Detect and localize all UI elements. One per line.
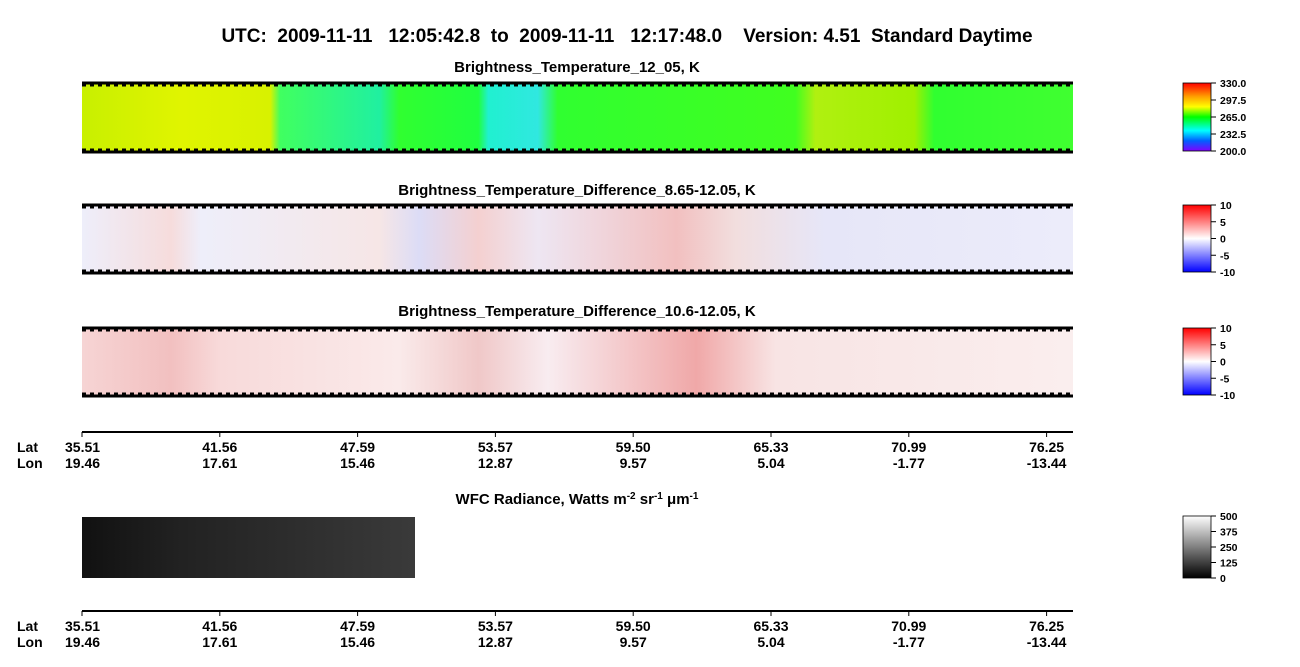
colorbar [1182, 327, 1212, 396]
lat-value: 76.25 [1029, 618, 1064, 634]
lon-value: 9.57 [620, 455, 647, 471]
colorbar [1182, 515, 1212, 579]
colorbar-label: 232.5 [1220, 129, 1246, 141]
lat-label: Lat [17, 439, 38, 455]
lat-value: 59.50 [616, 439, 651, 455]
colorbar-label: -5 [1220, 373, 1229, 385]
lat-value: 35.51 [65, 618, 100, 634]
lat-value: 41.56 [202, 439, 237, 455]
colorbar-label: -10 [1220, 267, 1235, 279]
lon-value: 12.87 [478, 634, 513, 650]
title-part: -2 [627, 491, 636, 502]
colorbar-label: -5 [1220, 250, 1229, 262]
figure-title: UTC: 2009-11-11 12:05:42.8 to 2009-11-11… [221, 26, 1032, 47]
colorbar-label: 0 [1220, 573, 1226, 585]
image-swath [82, 517, 415, 578]
lat-value: 70.99 [891, 439, 926, 455]
colorbar-label: 200.0 [1220, 146, 1246, 158]
colorbar-label: 330.0 [1220, 78, 1246, 90]
lon-value: 15.46 [340, 634, 375, 650]
lon-value: -1.77 [893, 634, 925, 650]
title-part: -1 [690, 491, 699, 502]
colorbar-label: 125 [1220, 558, 1238, 570]
lon-value: 17.61 [202, 455, 237, 471]
lon-value: 19.46 [65, 455, 100, 471]
colorbar-label: 297.5 [1220, 95, 1246, 107]
lat-value: 53.57 [478, 618, 513, 634]
colorbar-label: 375 [1220, 527, 1238, 539]
lat-value: 59.50 [616, 618, 651, 634]
colorbar-label: 10 [1220, 200, 1232, 212]
lon-value: 12.87 [478, 455, 513, 471]
colorbar-label: 0 [1220, 357, 1226, 369]
colorbar-label: 5 [1220, 340, 1226, 352]
lat-value: 65.33 [753, 618, 788, 634]
lat-value: 47.59 [340, 439, 375, 455]
lon-label: Lon [17, 455, 43, 471]
panel-title: WFC Radiance, Watts m-2 sr-1 μm-1 [456, 491, 699, 509]
colorbar-label: 10 [1220, 323, 1232, 335]
image-swath [82, 329, 1073, 395]
lat-label: Lat [17, 618, 38, 634]
lat-value: 76.25 [1029, 439, 1064, 455]
lon-value: 5.04 [757, 455, 784, 471]
title-part: -1 [654, 491, 663, 502]
lon-value: 9.57 [620, 634, 647, 650]
lon-value: -1.77 [893, 455, 925, 471]
lat-value: 47.59 [340, 618, 375, 634]
image-swath [82, 84, 1073, 151]
title-part: μm [663, 491, 690, 508]
lon-value: -13.44 [1027, 455, 1067, 471]
panel-title: Brightness_Temperature_Difference_8.65-1… [398, 182, 756, 199]
colorbar-label: 250 [1220, 542, 1238, 554]
title-part: sr [636, 491, 655, 508]
lon-value: 15.46 [340, 455, 375, 471]
colorbar-label: -10 [1220, 390, 1235, 402]
colorbar-label: 0 [1220, 234, 1226, 246]
panel-title: Brightness_Temperature_12_05, K [454, 59, 700, 76]
colorbar-label: 5 [1220, 217, 1226, 229]
lat-value: 41.56 [202, 618, 237, 634]
lon-value: -13.44 [1027, 634, 1067, 650]
colorbar [1182, 204, 1212, 273]
lon-label: Lon [17, 634, 43, 650]
lat-value: 65.33 [753, 439, 788, 455]
colorbar-label: 265.0 [1220, 112, 1246, 124]
colorbar-label: 500 [1220, 511, 1238, 523]
colorbar [1182, 82, 1212, 152]
lat-value: 70.99 [891, 618, 926, 634]
image-swath [82, 206, 1073, 272]
lat-value: 53.57 [478, 439, 513, 455]
lon-value: 5.04 [757, 634, 784, 650]
lon-value: 17.61 [202, 634, 237, 650]
title-part: WFC Radiance, Watts m [456, 491, 627, 508]
lat-value: 35.51 [65, 439, 100, 455]
lon-value: 19.46 [65, 634, 100, 650]
panel-title: Brightness_Temperature_Difference_10.6-1… [398, 303, 756, 320]
